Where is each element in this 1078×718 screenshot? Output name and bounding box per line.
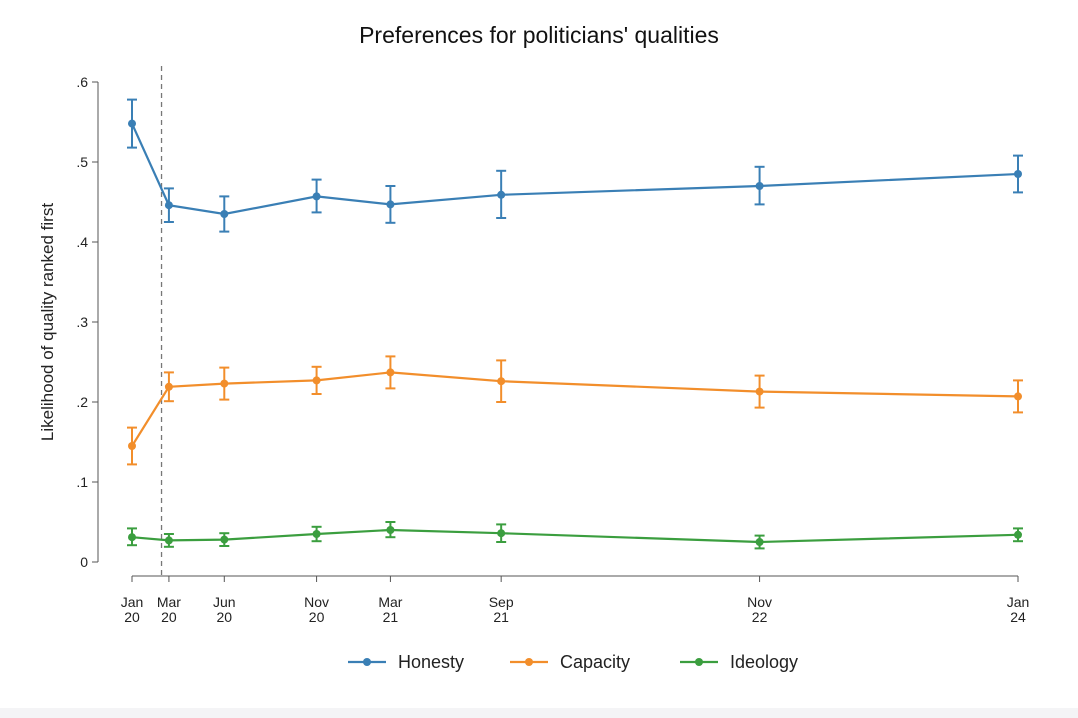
y-tick-label: .3: [76, 314, 88, 330]
legend-label: Ideology: [730, 652, 798, 672]
y-tick-label: .6: [76, 74, 88, 90]
data-point: [497, 529, 506, 538]
x-tick-label-year: 22: [752, 609, 768, 625]
series-capacity: [127, 355, 1023, 466]
data-point: [312, 192, 321, 201]
legend-marker: [363, 658, 371, 666]
series-honesty: [127, 98, 1023, 233]
data-point: [386, 368, 395, 377]
x-tick-label-year: 21: [383, 609, 399, 625]
y-tick-label: .1: [76, 474, 88, 490]
y-tick-label: 0: [80, 554, 88, 570]
data-point: [386, 200, 395, 209]
bottom-strip: [0, 708, 1078, 718]
y-tick-label: .5: [76, 154, 88, 170]
chart-title: Preferences for politicians' qualities: [359, 22, 719, 48]
x-tick-label-month: Sep: [489, 594, 514, 610]
x-tick-label-year: 20: [309, 609, 325, 625]
data-point: [220, 535, 229, 544]
series-line: [131, 528, 1019, 544]
y-tick-label: .2: [76, 394, 88, 410]
y-tick-label: .4: [76, 234, 88, 250]
legend-item-ideology: Ideology: [680, 652, 798, 672]
data-point: [1014, 392, 1022, 401]
legend-marker: [525, 658, 533, 666]
data-point: [164, 201, 173, 210]
x-tick-label-month: Nov: [304, 594, 329, 610]
legend-item-capacity: Capacity: [510, 652, 630, 672]
data-point: [497, 190, 506, 199]
data-point: [128, 442, 136, 450]
data-point: [755, 387, 764, 396]
data-point: [220, 379, 229, 388]
data-point: [497, 377, 506, 386]
x-tick-label-year: 20: [161, 609, 177, 625]
y-axis-title: Likelihood of quality ranked first: [38, 203, 57, 441]
series-line: [130, 123, 1019, 216]
data-point: [1014, 170, 1022, 178]
data-point: [312, 530, 321, 538]
x-tick-label-year: 21: [493, 609, 509, 625]
x-tick-label-month: Mar: [378, 594, 402, 610]
x-tick-label-month: Nov: [747, 594, 772, 610]
x-tick-label-month: Jun: [213, 594, 236, 610]
x-tick-label-month: Mar: [157, 594, 181, 610]
legend-label: Honesty: [398, 652, 464, 672]
data-point: [128, 533, 136, 542]
data-point: [164, 382, 173, 391]
data-point: [164, 536, 173, 545]
legend-label: Capacity: [560, 652, 630, 672]
legend-item-honesty: Honesty: [348, 652, 464, 672]
data-point: [755, 182, 764, 190]
data-point: [128, 119, 136, 128]
data-point: [755, 538, 764, 546]
series-line: [131, 371, 1019, 447]
legend-marker: [695, 658, 703, 666]
data-point: [220, 210, 229, 218]
data-point: [386, 526, 395, 534]
x-tick-label-year: 20: [124, 609, 140, 625]
data-point: [312, 376, 321, 385]
data-point: [1014, 530, 1022, 539]
x-tick-label-month: Jan: [1007, 594, 1030, 610]
x-tick-label-month: Jan: [121, 594, 144, 610]
series-ideology: [127, 521, 1023, 550]
x-tick-label-year: 20: [217, 609, 233, 625]
x-tick-label-year: 24: [1010, 609, 1026, 625]
